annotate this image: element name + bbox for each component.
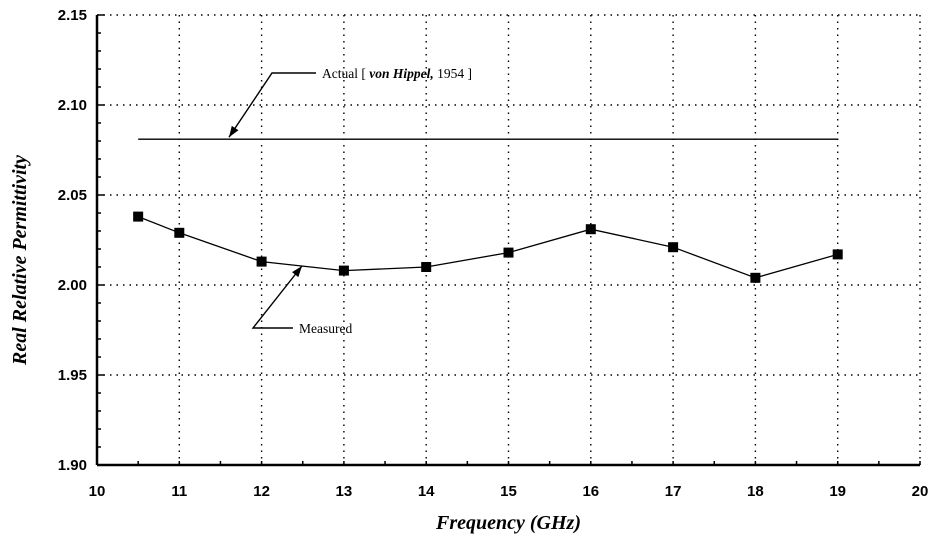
data-point-measured (256, 256, 267, 267)
x-tick-label: 12 (253, 483, 270, 500)
actual-annotation-suffix: 1954 ] (434, 66, 472, 81)
measured-leader-line (251, 265, 303, 329)
y-axis-title: Real Relative Permittivity (9, 155, 31, 366)
actual-annotation-citation: von Hippel, (369, 66, 434, 81)
y-tick-label: 1.90 (58, 457, 87, 474)
data-point-measured (174, 227, 185, 238)
x-tick-label: 19 (829, 483, 846, 500)
data-point-measured (133, 211, 144, 222)
series-line-measured (137, 215, 838, 279)
data-point-measured (585, 224, 596, 235)
y-tick-label: 2.05 (58, 187, 87, 204)
data-point-measured (750, 272, 761, 283)
x-tick-label: 16 (582, 483, 599, 500)
series (133, 138, 843, 283)
measured-annotation: Measured (299, 321, 352, 336)
data-point-measured (338, 265, 349, 276)
actual-arrowhead (229, 125, 239, 138)
axes (95, 14, 921, 467)
x-tick-label: 20 (912, 483, 929, 500)
grid (97, 14, 921, 465)
x-tick-label: 14 (418, 483, 435, 500)
y-tick-label: 2.15 (58, 7, 87, 24)
data-point-measured (832, 249, 843, 260)
actual-annotation: Actual [ von Hippel, 1954 ] (322, 66, 472, 81)
actual-leader-line (228, 72, 316, 138)
data-point-measured (421, 262, 432, 272)
tick-labels: 10 11 12 13 14 15 16 17 18 19 20 1.90 1.95 2.00 2.05 2.… (58, 7, 929, 500)
x-tick-label: 11 (171, 483, 187, 500)
x-tick-label: 13 (336, 483, 353, 500)
x-tick-label: 17 (665, 483, 682, 500)
annotations: Actual [ von Hippel, 1954 ] Measured (228, 66, 472, 336)
y-tick-label: 1.95 (58, 367, 87, 384)
measured-arrowhead (292, 266, 302, 278)
x-tick-label: 18 (747, 483, 764, 500)
x-axis-title: Frequency (GHz) (435, 512, 581, 534)
y-tick-label: 2.00 (58, 277, 87, 294)
data-point-measured (503, 247, 514, 258)
actual-annotation-prefix: Actual [ (322, 66, 369, 81)
x-tick-label: 15 (500, 483, 517, 500)
data-point-measured (668, 242, 679, 253)
x-tick-label: 10 (89, 483, 106, 500)
y-tick-label: 2.10 (58, 97, 87, 114)
